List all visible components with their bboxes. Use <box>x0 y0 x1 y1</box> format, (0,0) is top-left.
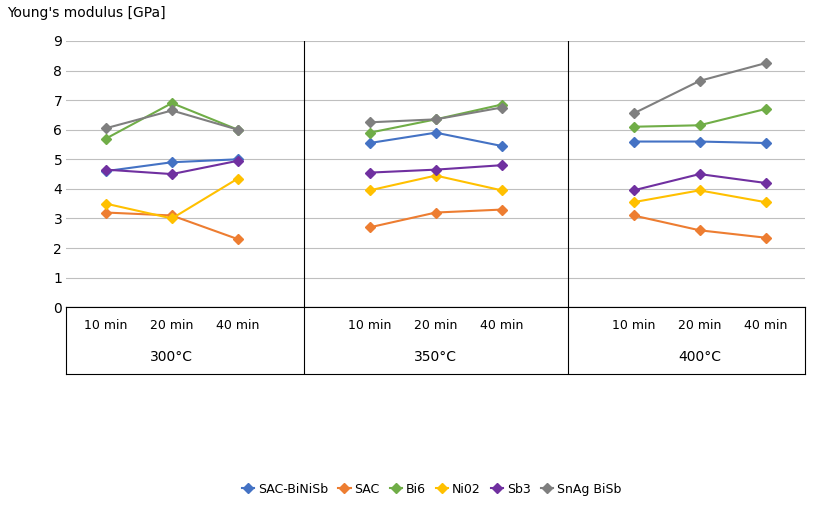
Text: 10 min: 10 min <box>348 319 392 332</box>
Text: 40 min: 40 min <box>216 319 260 332</box>
Line: Ni02: Ni02 <box>102 175 242 222</box>
Bi6 <box>167 100 177 106</box>
Ni02 <box>101 201 111 207</box>
Line: SnAg BiSb: SnAg BiSb <box>102 107 242 133</box>
Legend: SAC-BiNiSb, SAC, Bi6, Ni02, Sb3, SnAg BiSb: SAC-BiNiSb, SAC, Bi6, Ni02, Sb3, SnAg Bi… <box>237 478 627 501</box>
Line: SAC-BiNiSb: SAC-BiNiSb <box>102 156 242 175</box>
Text: 350°C: 350°C <box>414 350 457 364</box>
Bi6 <box>233 126 243 133</box>
SAC <box>233 236 243 242</box>
Text: 300°C: 300°C <box>150 350 193 364</box>
SnAg BiSb <box>233 126 243 133</box>
SAC <box>167 212 177 219</box>
Text: 400°C: 400°C <box>678 350 721 364</box>
SnAg BiSb <box>101 125 111 131</box>
Text: 10 min: 10 min <box>612 319 656 332</box>
Text: 20 min: 20 min <box>678 319 721 332</box>
SAC <box>101 209 111 216</box>
Text: 40 min: 40 min <box>744 319 787 332</box>
Ni02 <box>167 216 177 222</box>
Text: 20 min: 20 min <box>414 319 457 332</box>
Ni02 <box>233 176 243 182</box>
SAC-BiNiSb <box>233 156 243 162</box>
Bi6 <box>101 136 111 142</box>
Sb3 <box>101 166 111 173</box>
Sb3 <box>233 158 243 164</box>
SnAg BiSb <box>167 108 177 114</box>
SAC-BiNiSb <box>101 168 111 174</box>
Sb3 <box>167 171 177 177</box>
Text: 40 min: 40 min <box>480 319 524 332</box>
Line: SAC: SAC <box>102 209 242 243</box>
Text: Young's modulus [GPa]: Young's modulus [GPa] <box>7 6 166 19</box>
Text: 10 min: 10 min <box>85 319 128 332</box>
Line: Bi6: Bi6 <box>102 100 242 142</box>
SAC-BiNiSb <box>167 159 177 165</box>
Line: Sb3: Sb3 <box>102 157 242 178</box>
Text: 20 min: 20 min <box>150 319 193 332</box>
